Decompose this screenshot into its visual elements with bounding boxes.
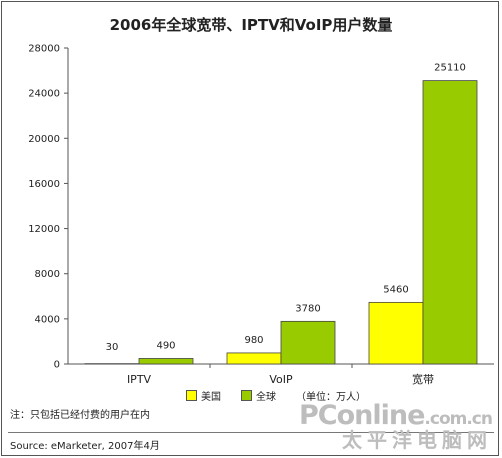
y-tick-label: 4000 — [35, 314, 60, 325]
watermark-cn: 太平洋电脑网 — [342, 428, 492, 452]
watermark-logo: PConline.com.cn 太平洋电脑网 — [299, 400, 493, 452]
bar-chart: 0 4000 8000 12000 16000 20000 24000 28000 IPTV 30… — [28, 44, 494, 386]
data-label: 25110 — [434, 63, 466, 74]
data-label: 490 — [156, 340, 175, 351]
bar-global — [280, 320, 336, 365]
bar-us — [226, 352, 282, 365]
data-label: 980 — [244, 335, 263, 346]
legend-item-global: 全球 — [241, 388, 276, 403]
y-tick-label: 20000 — [28, 134, 60, 145]
y-tick-label: 0 — [54, 360, 60, 371]
legend-item-us: 美国 — [186, 388, 221, 403]
chart-legend: 美国 全球 （单位：万人） — [186, 388, 366, 403]
watermark-domain: .com.cn — [424, 409, 493, 429]
divider — [8, 432, 494, 433]
x-category-label: IPTV — [127, 373, 152, 386]
legend-label-us: 美国 — [201, 392, 221, 403]
chart-title: 2006年全球宽带、IPTV和VoIP用户数量 — [109, 16, 393, 34]
legend-swatch-global — [241, 390, 252, 401]
footnote: 注：只包括已经付费的用户在内 — [10, 410, 150, 421]
y-tick-label: 16000 — [28, 179, 60, 190]
y-tick-label: 24000 — [28, 89, 60, 100]
unit-label: （单位：万人） — [296, 392, 366, 403]
source-text: Source: eMarketer, 2007年4月 — [10, 441, 160, 452]
bar-global — [138, 358, 194, 365]
y-tick-label: 12000 — [28, 224, 60, 235]
data-label: 30 — [106, 342, 119, 353]
x-category-label: 宽带 — [412, 372, 434, 386]
legend-label-global: 全球 — [256, 392, 276, 403]
y-tick-label: 8000 — [35, 269, 60, 280]
watermark-brand: PConline — [299, 400, 425, 431]
legend-swatch-us — [186, 390, 197, 401]
x-category-label: VoIP — [269, 373, 293, 386]
y-tick-label: 28000 — [28, 44, 60, 55]
bar-us — [368, 301, 424, 365]
data-label: 3780 — [295, 303, 320, 314]
bar-global — [422, 80, 478, 365]
data-label: 5460 — [383, 284, 408, 295]
